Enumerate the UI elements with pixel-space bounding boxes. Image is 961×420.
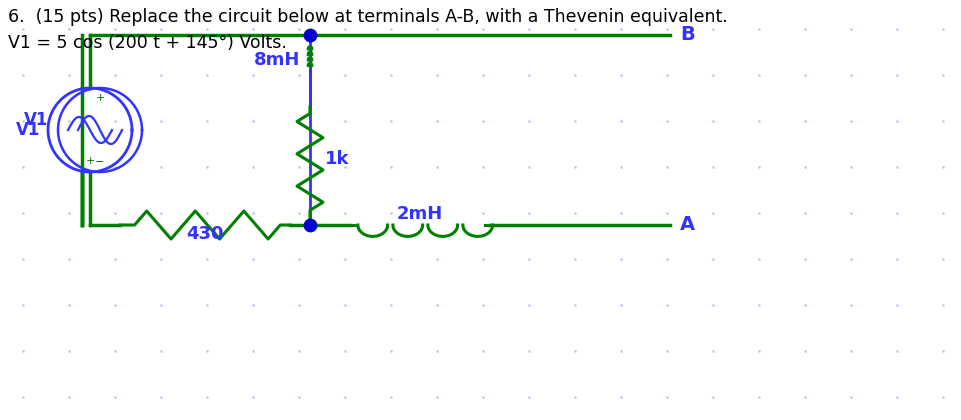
Text: 2mH: 2mH [397, 205, 443, 223]
Point [303, 222, 318, 228]
Text: V1: V1 [24, 111, 48, 129]
Text: +: + [86, 156, 95, 166]
Text: 430: 430 [186, 225, 224, 243]
Text: 8mH: 8mH [254, 51, 300, 69]
Text: A: A [680, 215, 695, 234]
Text: V1: V1 [15, 121, 40, 139]
Text: −: − [95, 157, 105, 167]
Text: 1k: 1k [325, 150, 350, 168]
Text: B: B [680, 26, 695, 45]
Text: +: + [95, 93, 105, 103]
Text: V1 = 5 cos (200 t + 145°) Volts.: V1 = 5 cos (200 t + 145°) Volts. [8, 34, 287, 52]
Point [303, 32, 318, 38]
Text: 6.  (15 pts) Replace the circuit below at terminals A-B, with a Thevenin equival: 6. (15 pts) Replace the circuit below at… [8, 8, 727, 26]
